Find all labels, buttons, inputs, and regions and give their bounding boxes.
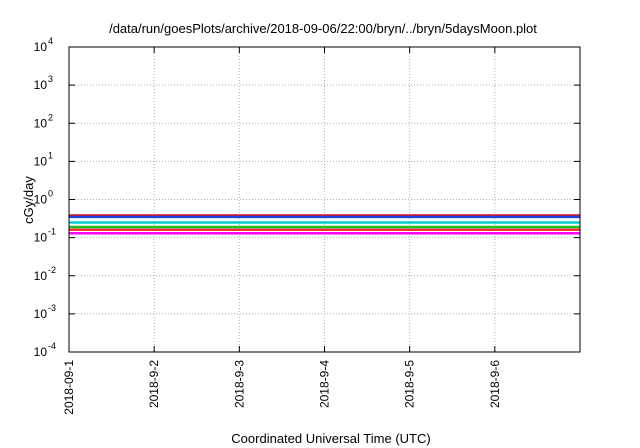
y-tick-label: 10	[34, 40, 48, 54]
x-tick-label: 2018-9-6	[488, 360, 502, 408]
x-tick-labels: 2018-09-1 2018-9-2 2018-9-3 2018-9-4 2018-9-…	[62, 47, 502, 415]
y-tick-exponent: -4	[48, 341, 56, 351]
y-tick-exponent: 4	[48, 36, 53, 46]
y-tick-label: 10	[34, 78, 48, 92]
y-tick-exponent: 3	[48, 74, 53, 84]
y-tick-label: 10	[34, 154, 48, 168]
y-tick-exponent: -3	[48, 303, 56, 313]
grid	[69, 47, 580, 352]
x-tick-label: 2018-9-4	[318, 360, 332, 408]
y-tick-exponent: 0	[48, 189, 53, 199]
y-tick-label: 10	[34, 231, 48, 245]
y-tick-label: 10	[34, 269, 48, 283]
series-lines	[69, 214, 580, 235]
y-tick-label: 10	[34, 307, 48, 321]
y-tick-exponent: 2	[48, 112, 53, 122]
y-tick-exponent: 1	[48, 150, 53, 160]
y-tick-exponent: -2	[48, 265, 56, 275]
chart-title: /data/run/goesPlots/archive/2018-09-06/2…	[109, 21, 537, 36]
y-tick-exponent: -1	[48, 227, 56, 237]
y-axis-label: cGy/day	[21, 176, 36, 224]
x-tick-label: 2018-9-3	[232, 360, 246, 408]
y-tick-label: 10	[34, 193, 48, 207]
x-tick-label: 2018-9-2	[147, 360, 161, 408]
x-axis-label: Coordinated Universal Time (UTC)	[231, 431, 430, 446]
x-tick-label: 2018-09-1	[62, 360, 76, 415]
y-tick-label: 10	[34, 116, 48, 130]
x-tick-label: 2018-9-5	[403, 360, 417, 408]
y-tick-label: 10	[34, 345, 48, 359]
